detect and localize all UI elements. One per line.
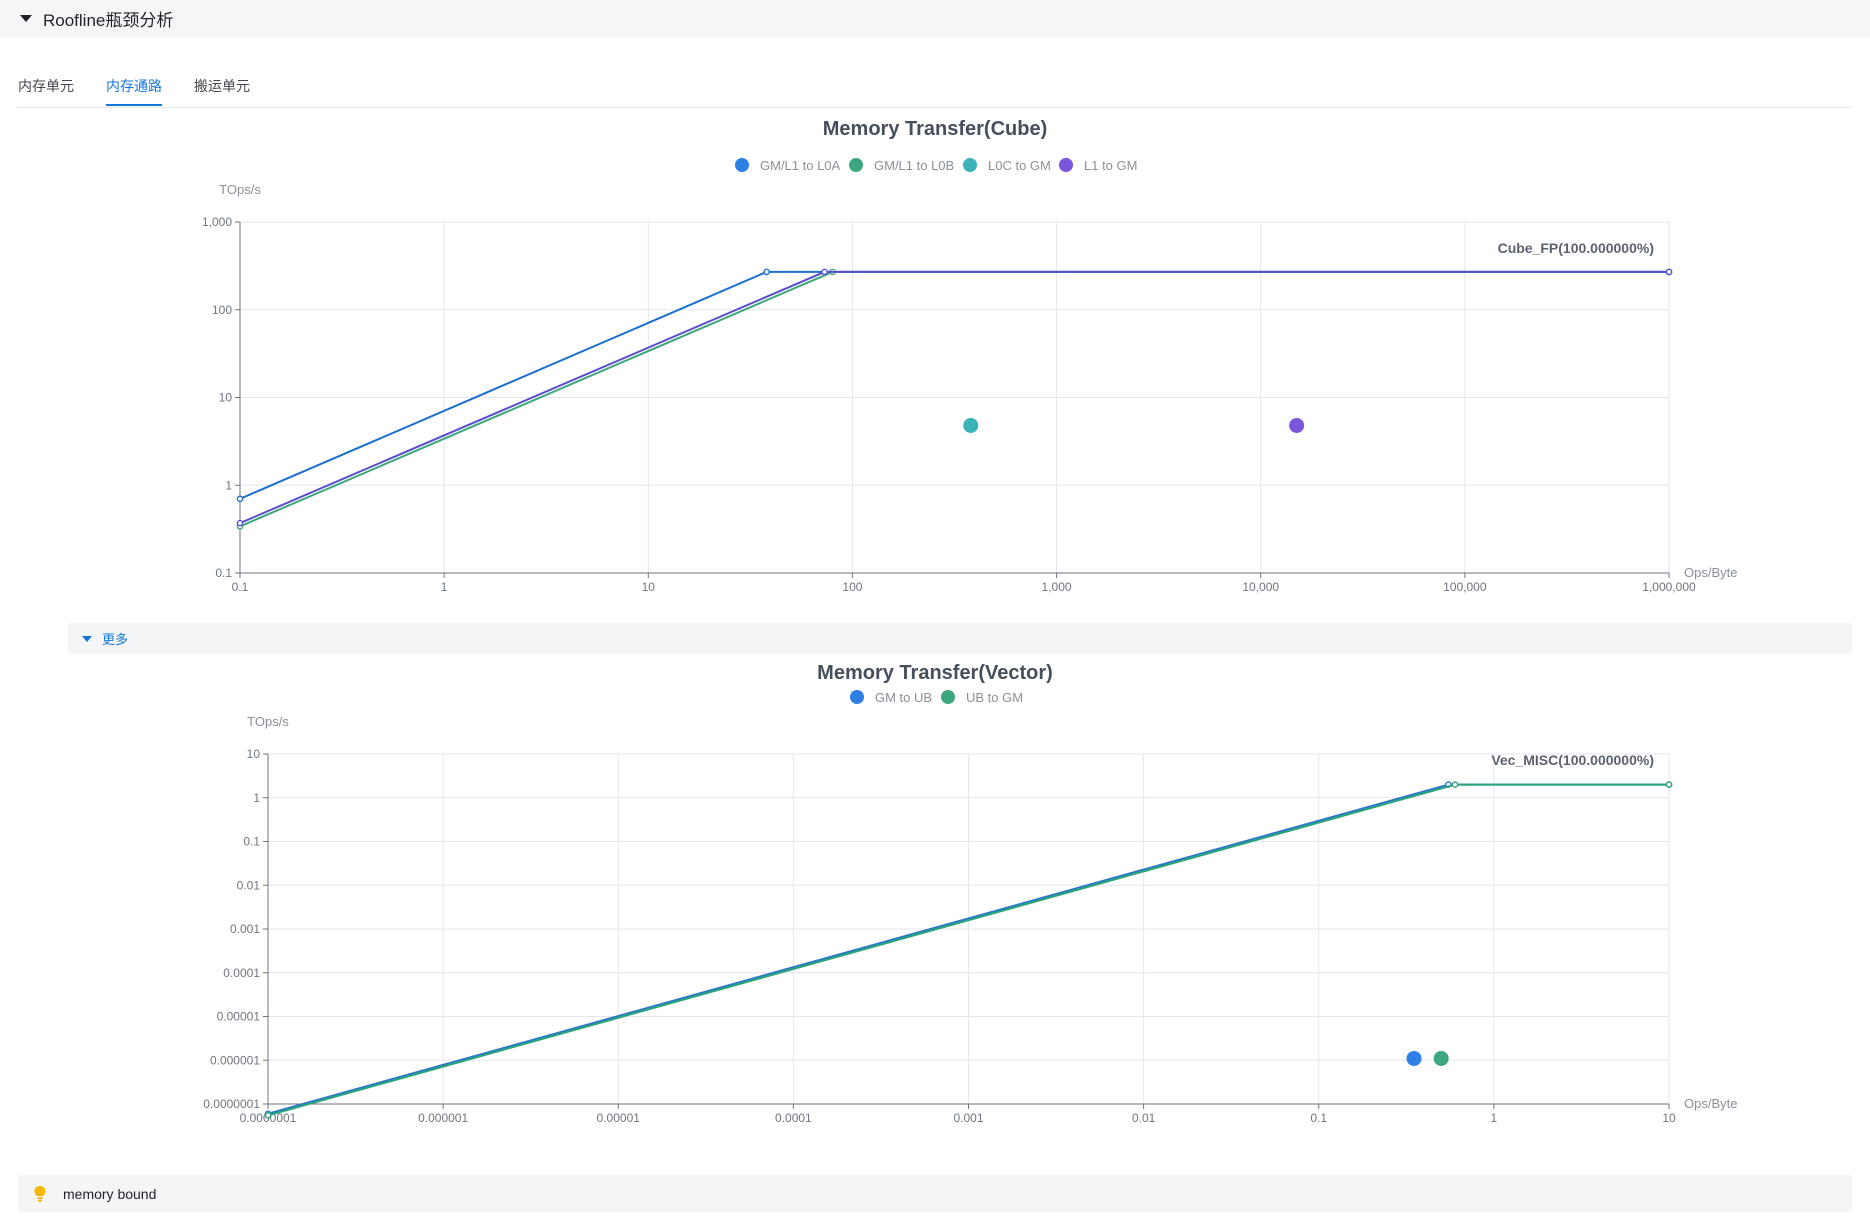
roofline-vertex [236, 495, 244, 503]
y-tick-label: 1,000 [202, 215, 232, 229]
data-point[interactable] [1289, 417, 1305, 433]
legend-marker[interactable] [735, 158, 749, 172]
tab-transfer-unit[interactable]: 搬运单元 [194, 78, 250, 94]
y-tick-label: 0.0000001 [203, 1097, 260, 1111]
y-tick-label: 1 [253, 791, 260, 805]
x-axis-label: Ops/Byte [1684, 1096, 1737, 1111]
x-tick-label: 0.1 [232, 580, 249, 594]
section-title: Roofline瓶颈分析 [43, 11, 174, 30]
vector-chart: Memory Transfer(Vector) GM to UB UB to GM T… [203, 662, 1737, 1125]
legend-marker[interactable] [1059, 158, 1073, 172]
y-tick-label: 10 [247, 747, 261, 761]
section-header[interactable]: Roofline瓶颈分析 [0, 0, 1870, 37]
y-tick-label: 0.1 [215, 566, 232, 580]
legend-marker[interactable] [849, 158, 863, 172]
chart-title: Memory Transfer(Vector) [817, 662, 1053, 684]
x-tick-label: 10 [642, 580, 656, 594]
data-point[interactable] [1406, 1050, 1422, 1066]
y-tick-label: 0.01 [237, 878, 261, 892]
roofline-vertex [236, 519, 244, 527]
roofline-vertex [264, 1112, 272, 1119]
y-tick-label: 0.00001 [217, 1010, 261, 1024]
more-label: 更多 [102, 632, 129, 647]
y-tick-label: 0.0001 [223, 966, 260, 980]
roofline-vertex [1665, 268, 1673, 276]
y-tick-label: 0.1 [243, 835, 260, 849]
x-tick-label: 100 [842, 580, 862, 594]
y-axis-label: TOps/s [247, 714, 289, 729]
legend-marker[interactable] [941, 690, 955, 704]
y-tick-label: 0.001 [230, 922, 260, 936]
y-tick-label: 100 [212, 303, 232, 317]
roofline-label: Cube_FP(100.000000%) [1498, 240, 1654, 256]
x-tick-label: 0.00001 [597, 1111, 641, 1125]
legend-label[interactable]: L0C to GM [988, 158, 1051, 173]
legend-label[interactable]: L1 to GM [1084, 158, 1137, 173]
legend-label[interactable]: GM to UB [875, 690, 932, 705]
roofline-vertex [821, 268, 828, 276]
hint-bar: memory bound [18, 1175, 1852, 1212]
caret-down-icon[interactable] [82, 635, 92, 642]
x-axis-label: Ops/Byte [1684, 565, 1737, 580]
y-tick-label: 1 [225, 478, 232, 492]
roofline-vertex [1451, 781, 1459, 788]
roofline-1 [239, 270, 1669, 500]
lightbulb-icon [34, 1185, 46, 1202]
y-tick-label: 10 [219, 391, 233, 405]
legend-marker[interactable] [850, 690, 864, 704]
x-tick-label: 1,000,000 [1642, 580, 1696, 594]
data-point[interactable] [1433, 1050, 1449, 1066]
x-tick-label: 10 [1662, 1111, 1676, 1125]
more-toggle[interactable]: 更多 [68, 623, 1852, 654]
data-point[interactable] [963, 417, 979, 433]
x-tick-label: 0.0001 [775, 1111, 812, 1125]
cube-chart: Memory Transfer(Cube) GM/L1 to L0A GM/L1 t… [202, 118, 1738, 594]
x-tick-label: 1 [441, 580, 448, 594]
caret-down-icon[interactable] [20, 15, 32, 22]
legend-label[interactable]: GM/L1 to L0B [874, 158, 954, 173]
x-tick-label: 0.01 [1132, 1111, 1156, 1125]
x-tick-label: 1 [1491, 1111, 1498, 1125]
roofline-label: Vec_MISC(100.000000%) [1491, 752, 1654, 768]
x-tick-label: 0.000001 [418, 1111, 468, 1125]
hint-text: memory bound [63, 1185, 157, 1202]
legend-label[interactable]: GM/L1 to L0A [760, 158, 841, 173]
x-tick-label: 100,000 [1443, 580, 1487, 594]
x-tick-label: 0.001 [953, 1111, 983, 1125]
tab-memory-unit[interactable]: 内存单元 [18, 78, 74, 94]
y-tick-label: 0.000001 [210, 1053, 260, 1067]
roofline-vertex [1665, 781, 1673, 788]
legend-label[interactable]: UB to GM [966, 690, 1023, 705]
chart-title: Memory Transfer(Cube) [823, 118, 1048, 140]
y-axis-label: TOps/s [219, 182, 261, 197]
x-tick-label: 1,000 [1042, 580, 1072, 594]
roofline-vertex [763, 268, 770, 276]
tab-memory-path[interactable]: 内存通路 [106, 62, 162, 106]
x-tick-label: 0.1 [1310, 1111, 1327, 1125]
tab-bar: 内存单元 内存通路 搬运单元 [18, 62, 1852, 108]
legend-marker[interactable] [963, 158, 977, 172]
x-tick-label: 10,000 [1242, 580, 1279, 594]
